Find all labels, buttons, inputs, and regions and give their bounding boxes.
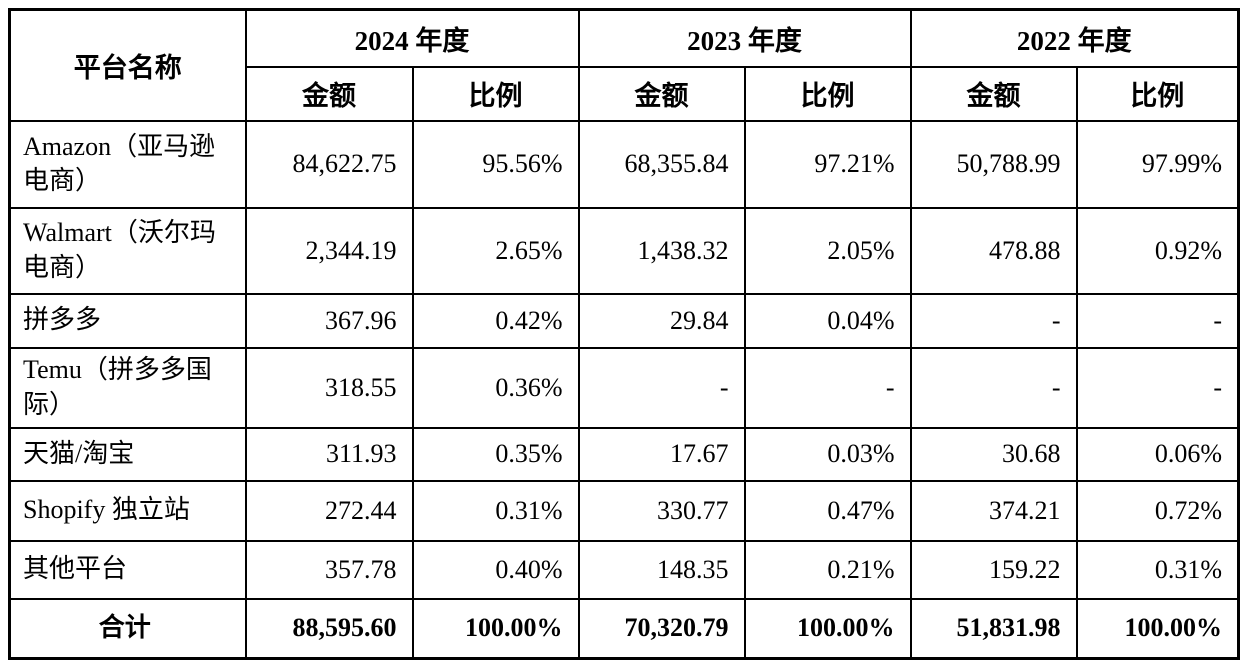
ratio-2022: 0.72% [1075,479,1240,542]
platform-revenue-table: 平台名称 2024 年度 2023 年度 2022 年度 金额 比例 金额 比例… [8,8,1240,660]
amount-2022: 50,788.99 [909,119,1078,209]
amount-2022: - [909,292,1078,349]
ratio-2022: 0.06% [1075,426,1240,482]
amount-2022: 159.22 [909,539,1078,600]
ratio-header-2023: 比例 [743,65,912,122]
amount-2023: 330.77 [577,479,746,542]
amount-2022: 374.21 [909,479,1078,542]
ratio-2024: 0.36% [411,346,580,429]
table-row-temu: Temu（拼多多国际） 318.55 0.36% - - - - [8,346,1240,429]
amount-2023: 148.35 [577,539,746,600]
amount-2023: 17.67 [577,426,746,482]
ratio-2022: 0.31% [1075,539,1240,600]
ratio-2024: 95.56% [411,119,580,209]
platform-name-header: 平台名称 [8,8,247,122]
year-2022-header: 2022 年度 [909,8,1240,68]
table-row-shopify: Shopify 独立站 272.44 0.31% 330.77 0.47% 37… [8,479,1240,542]
amount-2024: 318.55 [244,346,414,429]
ratio-2023: 97.21% [743,119,912,209]
amount-2024: 357.78 [244,539,414,600]
platform-name: 其他平台 [8,539,247,600]
amount-header-2024: 金额 [244,65,414,122]
amount-2022: 30.68 [909,426,1078,482]
platform-name: 天猫/淘宝 [8,426,247,482]
header-row-subcolumns: 金额 比例 金额 比例 金额 比例 [10,65,1240,122]
ratio-header-2024: 比例 [411,65,580,122]
table-row-total: 合计 88,595.60 100.00% 70,320.79 100.00% 5… [8,597,1240,660]
ratio-2024: 0.31% [411,479,580,542]
ratio-2022: - [1075,346,1240,429]
amount-2024: 272.44 [244,479,414,542]
amount-2022: - [909,346,1078,429]
ratio-2023: 0.04% [743,292,912,349]
total-amount-2022: 51,831.98 [909,597,1078,660]
platform-name: 拼多多 [8,292,247,349]
ratio-2023: 0.21% [743,539,912,600]
platform-name: Walmart（沃尔玛电商） [8,206,247,295]
amount-2024: 84,622.75 [244,119,414,209]
ratio-2024: 2.65% [411,206,580,295]
total-ratio-2024: 100.00% [411,597,580,660]
ratio-2024: 0.40% [411,539,580,600]
table-row-walmart: Walmart（沃尔玛电商） 2,344.19 2.65% 1,438.32 2… [8,206,1240,295]
amount-2024: 367.96 [244,292,414,349]
amount-2024: 311.93 [244,426,414,482]
total-label: 合计 [8,597,247,660]
amount-header-2023: 金额 [577,65,746,122]
table-row-tmall-taobao: 天猫/淘宝 311.93 0.35% 17.67 0.03% 30.68 0.0… [8,426,1240,482]
ratio-2023: - [743,346,912,429]
amount-2023: 1,438.32 [577,206,746,295]
year-2023-header: 2023 年度 [577,8,912,68]
ratio-2023: 0.47% [743,479,912,542]
amount-2022: 478.88 [909,206,1078,295]
total-amount-2024: 88,595.60 [244,597,414,660]
total-ratio-2023: 100.00% [743,597,912,660]
platform-name: Shopify 独立站 [8,479,247,542]
amount-header-2022: 金额 [909,65,1078,122]
ratio-2022: - [1075,292,1240,349]
table-row-amazon: Amazon（亚马逊电商） 84,622.75 95.56% 68,355.84… [8,119,1240,209]
total-amount-2023: 70,320.79 [577,597,746,660]
amount-2023: 68,355.84 [577,119,746,209]
amount-2023: - [577,346,746,429]
table-row-other-platforms: 其他平台 357.78 0.40% 148.35 0.21% 159.22 0.… [8,539,1240,600]
amount-2024: 2,344.19 [244,206,414,295]
platform-name: Temu（拼多多国际） [8,346,247,429]
header-row-years: 平台名称 2024 年度 2023 年度 2022 年度 [8,8,1240,122]
ratio-2024: 0.42% [411,292,580,349]
year-2024-header: 2024 年度 [244,8,580,68]
table-row-pinduoduo: 拼多多 367.96 0.42% 29.84 0.04% - - [8,292,1240,349]
ratio-header-2022: 比例 [1075,65,1240,122]
platform-name: Amazon（亚马逊电商） [8,119,247,209]
ratio-2024: 0.35% [411,426,580,482]
ratio-2022: 0.92% [1075,206,1240,295]
total-ratio-2022: 100.00% [1075,597,1240,660]
ratio-2023: 2.05% [743,206,912,295]
ratio-2022: 97.99% [1075,119,1240,209]
ratio-2023: 0.03% [743,426,912,482]
amount-2023: 29.84 [577,292,746,349]
